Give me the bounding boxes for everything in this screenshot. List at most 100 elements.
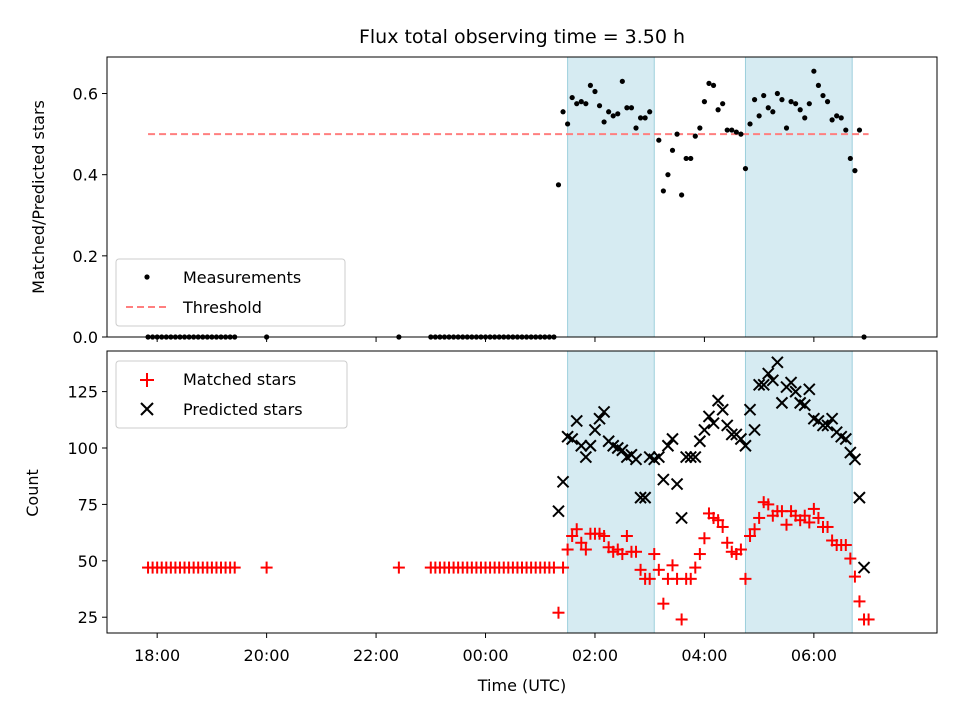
- predicted-star-point: [679, 450, 693, 464]
- predicted-star-point: [803, 383, 816, 396]
- matched-star-point: [657, 597, 670, 610]
- matched-star-point: [803, 516, 816, 529]
- bottom-y-axis-label: Count: [23, 469, 42, 517]
- observing-window: [567, 56, 655, 338]
- legend-predicted-marker: [140, 402, 154, 416]
- matched-star-point: [698, 532, 711, 545]
- top-y-axis-label: Matched/Predicted stars: [29, 100, 48, 294]
- matched-star-point: [566, 529, 579, 542]
- predicted-star-point: [752, 378, 766, 392]
- y-tick-label: 100: [67, 439, 98, 458]
- measurement-point: [592, 88, 598, 95]
- matched-star-point: [570, 523, 583, 536]
- measurement-point: [802, 115, 808, 121]
- measurement-point: [660, 188, 666, 194]
- predicted-star-point: [839, 432, 852, 446]
- measurement-point: [578, 99, 584, 105]
- measurement-point: [587, 82, 594, 89]
- matched-star-point: [652, 563, 665, 576]
- measurement-point: [774, 90, 780, 97]
- matched-star-point: [721, 536, 734, 549]
- predicted-star-point: [670, 477, 684, 491]
- matched-star-point: [780, 518, 793, 531]
- measurement-point: [733, 129, 739, 135]
- predicted-star-point: [634, 491, 647, 504]
- predicted-star-point: [584, 439, 597, 452]
- measurement-point: [738, 131, 744, 137]
- measurement-point: [788, 99, 794, 105]
- measurement-point: [560, 109, 566, 115]
- observing-window: [567, 350, 655, 634]
- measurement-point: [724, 127, 730, 133]
- matched-star-point: [648, 548, 661, 561]
- matched-star-point: [260, 561, 273, 574]
- measurement-point: [692, 133, 698, 139]
- measurement-point: [619, 78, 625, 84]
- predicted-star-point: [848, 453, 862, 466]
- matched-star-point: [598, 529, 611, 542]
- measurement-point: [656, 137, 662, 143]
- predicted-star-point: [711, 394, 725, 407]
- predicted-star-point: [698, 423, 711, 437]
- measurement-point: [615, 111, 621, 117]
- predicted-star-point: [684, 450, 697, 464]
- measurement-point: [797, 107, 803, 113]
- y-tick-label: 25: [78, 608, 98, 627]
- predicted-star-point: [675, 511, 688, 525]
- x-tick-label: 00:00: [462, 646, 508, 665]
- matched-star-point: [630, 545, 643, 558]
- top-panel: 0.0 0.2 0.4 0.6 Matched/Predicted stars Mea…: [29, 56, 938, 347]
- y-tick-label: 50: [78, 552, 98, 571]
- predicted-star-point: [789, 385, 802, 398]
- matched-star-point: [684, 572, 697, 585]
- predicted-star-point: [616, 444, 629, 457]
- measurement-point: [674, 131, 680, 137]
- measurement-point: [852, 168, 858, 174]
- matched-star-point: [739, 572, 752, 585]
- x-ticks: 18:00 20:00 22:00 00:00 02:00 04:00 06:00: [134, 633, 837, 665]
- predicted-star-point: [771, 356, 784, 369]
- measurement-point: [761, 92, 767, 99]
- predicted-star-point: [816, 419, 830, 432]
- measurement-point: [756, 113, 762, 119]
- predicted-star-point: [853, 491, 866, 504]
- predicted-star-point: [629, 453, 643, 466]
- predicted-star-point: [565, 432, 579, 446]
- legend-measurements-marker: [144, 274, 150, 280]
- measurement-point: [628, 105, 635, 111]
- bottom-observing-windows: [567, 350, 853, 634]
- observing-window: [744, 350, 853, 634]
- matched-star-point: [848, 570, 861, 583]
- measurement-point: [624, 105, 630, 111]
- measurement-point: [820, 92, 826, 99]
- predicted-star-point: [725, 428, 738, 441]
- predicted-star-point: [762, 367, 775, 380]
- matched-star-point: [812, 511, 825, 524]
- measurement-point: [569, 94, 575, 101]
- measurement-point: [583, 101, 589, 107]
- legend-matched-marker: [140, 373, 154, 387]
- measurement-point: [606, 109, 612, 115]
- predicted-star-point: [638, 491, 652, 504]
- predicted-star-point: [593, 412, 606, 425]
- predicted-star-point: [702, 410, 716, 423]
- matched-star-point: [552, 606, 565, 619]
- matched-star-point: [853, 595, 866, 608]
- measurement-points: [145, 68, 867, 340]
- legend-measurements-label: Measurements: [183, 268, 301, 287]
- bottom-panel: 25 50 75 100 125 18:00 20:00 22:00 00:00 02:00 04…: [23, 350, 938, 695]
- predicted-star-point: [857, 561, 871, 574]
- x-tick-label: 06:00: [791, 646, 837, 665]
- matched-star-point: [748, 523, 761, 536]
- measurement-point: [815, 82, 822, 89]
- predicted-star-point: [707, 416, 720, 430]
- observing-window: [744, 56, 853, 338]
- matched-star-point: [734, 543, 747, 556]
- measurement-point: [596, 103, 603, 109]
- measurement-point: [751, 97, 758, 103]
- predicted-star-point: [739, 439, 752, 452]
- predicted-star-point: [570, 414, 583, 428]
- predicted-star-point: [556, 475, 570, 489]
- measurement-point: [838, 115, 844, 121]
